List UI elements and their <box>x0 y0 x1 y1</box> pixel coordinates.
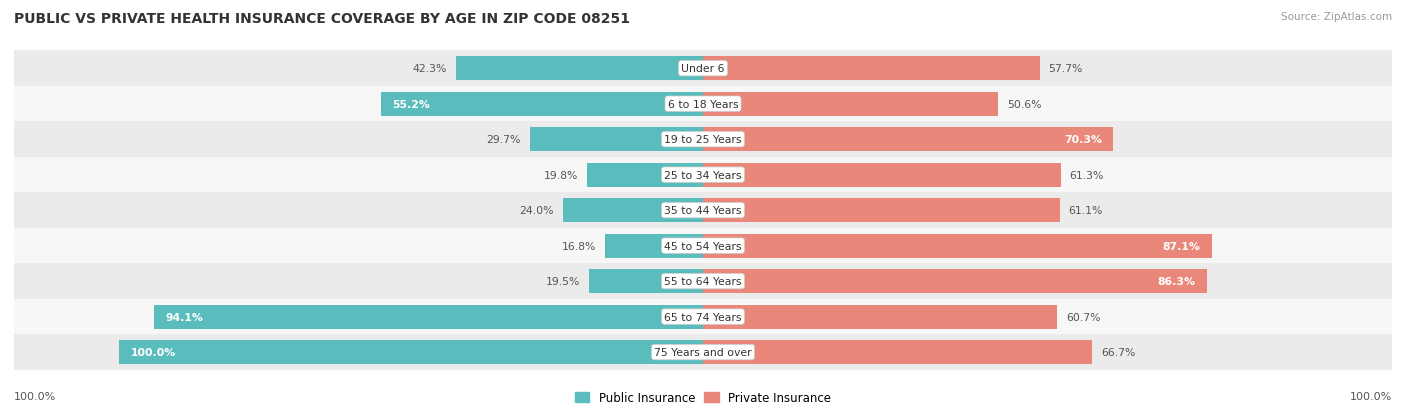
Text: 61.3%: 61.3% <box>1070 170 1104 180</box>
Legend: Public Insurance, Private Insurance: Public Insurance, Private Insurance <box>571 388 835 408</box>
Bar <box>703 340 1092 364</box>
Bar <box>153 305 703 329</box>
Bar <box>703 128 1114 152</box>
Text: 100.0%: 100.0% <box>1350 391 1392 401</box>
Text: 94.1%: 94.1% <box>166 312 202 322</box>
Text: 35 to 44 Years: 35 to 44 Years <box>664 206 742 216</box>
Text: 42.3%: 42.3% <box>413 64 447 74</box>
Text: 19 to 25 Years: 19 to 25 Years <box>664 135 742 145</box>
FancyBboxPatch shape <box>14 193 1392 228</box>
Bar <box>703 163 1062 187</box>
FancyBboxPatch shape <box>14 264 1392 299</box>
FancyBboxPatch shape <box>14 335 1392 370</box>
Text: 25 to 34 Years: 25 to 34 Years <box>664 170 742 180</box>
Bar <box>530 128 703 152</box>
Bar <box>589 269 703 294</box>
Bar <box>456 57 703 81</box>
Text: 70.3%: 70.3% <box>1064 135 1102 145</box>
Text: 87.1%: 87.1% <box>1161 241 1199 251</box>
Text: 75 Years and over: 75 Years and over <box>654 347 752 357</box>
Text: 16.8%: 16.8% <box>562 241 596 251</box>
Text: PUBLIC VS PRIVATE HEALTH INSURANCE COVERAGE BY AGE IN ZIP CODE 08251: PUBLIC VS PRIVATE HEALTH INSURANCE COVER… <box>14 12 630 26</box>
Bar <box>588 163 703 187</box>
Text: 6 to 18 Years: 6 to 18 Years <box>668 100 738 109</box>
Text: 100.0%: 100.0% <box>131 347 176 357</box>
Text: 57.7%: 57.7% <box>1049 64 1083 74</box>
Bar <box>703 57 1040 81</box>
FancyBboxPatch shape <box>14 228 1392 264</box>
Bar <box>703 199 1060 223</box>
FancyBboxPatch shape <box>14 87 1392 122</box>
Text: 24.0%: 24.0% <box>520 206 554 216</box>
Text: Under 6: Under 6 <box>682 64 724 74</box>
FancyBboxPatch shape <box>14 51 1392 87</box>
FancyBboxPatch shape <box>14 157 1392 193</box>
Bar <box>381 93 703 116</box>
Text: 29.7%: 29.7% <box>486 135 520 145</box>
Bar <box>703 305 1057 329</box>
FancyBboxPatch shape <box>14 299 1392 335</box>
Bar <box>703 93 998 116</box>
Text: 86.3%: 86.3% <box>1157 276 1195 287</box>
Text: 50.6%: 50.6% <box>1007 100 1042 109</box>
Text: 65 to 74 Years: 65 to 74 Years <box>664 312 742 322</box>
Text: 61.1%: 61.1% <box>1069 206 1102 216</box>
Text: 60.7%: 60.7% <box>1066 312 1101 322</box>
Text: 66.7%: 66.7% <box>1101 347 1136 357</box>
Text: Source: ZipAtlas.com: Source: ZipAtlas.com <box>1281 12 1392 22</box>
Bar <box>120 340 703 364</box>
Text: 19.5%: 19.5% <box>546 276 581 287</box>
Bar <box>562 199 703 223</box>
Bar <box>703 234 1212 258</box>
Bar <box>703 269 1206 294</box>
Text: 55.2%: 55.2% <box>392 100 430 109</box>
FancyBboxPatch shape <box>14 122 1392 157</box>
Text: 45 to 54 Years: 45 to 54 Years <box>664 241 742 251</box>
Text: 19.8%: 19.8% <box>544 170 579 180</box>
Bar <box>605 234 703 258</box>
Text: 55 to 64 Years: 55 to 64 Years <box>664 276 742 287</box>
Text: 100.0%: 100.0% <box>14 391 56 401</box>
